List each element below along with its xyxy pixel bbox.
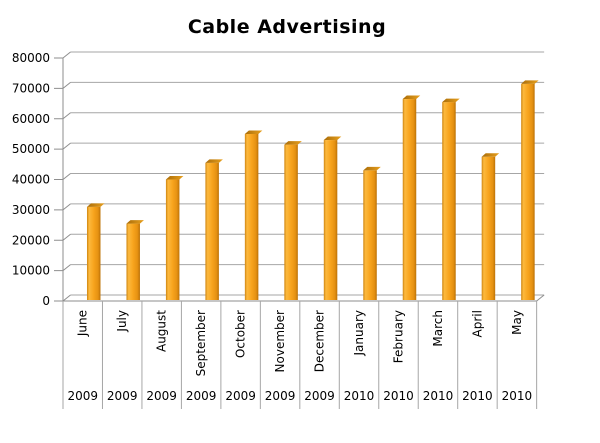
bar-july-top-face — [126, 220, 144, 224]
bar-march-top-face — [442, 98, 460, 103]
axis-layer — [62, 58, 545, 409]
bar-april-top-face — [481, 153, 500, 157]
year-label: 2009 — [146, 389, 177, 403]
bar-november — [284, 144, 298, 300]
y-axis-tick-label: 80000 — [12, 51, 50, 65]
gridline-depth-connector — [62, 112, 71, 120]
month-label-september: September — [194, 310, 208, 376]
gridline-depth-connector — [62, 203, 71, 211]
year-label: 2009 — [304, 389, 335, 403]
year-label: 2010 — [502, 389, 533, 403]
y-axis-tick-label: 10000 — [12, 264, 50, 278]
bar-september-top-face — [205, 159, 223, 163]
bar-may-top-face — [521, 80, 539, 84]
month-label-october: October — [234, 310, 248, 358]
month-label-june: June — [76, 310, 90, 337]
bar-february-top-face — [402, 95, 421, 100]
bar-april — [481, 156, 496, 300]
bar-october — [244, 133, 259, 300]
y-axis-tick-label: 70000 — [12, 81, 50, 95]
gridline-depth-connector — [62, 51, 71, 59]
floor-right-corner — [536, 294, 545, 302]
bar-november-top-face — [284, 141, 302, 145]
bar-february — [402, 99, 417, 300]
bar-january — [363, 170, 377, 300]
y-axis-tick-label: 30000 — [12, 203, 50, 217]
month-label-may: May — [510, 310, 524, 335]
year-label: 2010 — [344, 389, 375, 403]
year-label: 2009 — [225, 389, 256, 403]
month-label-august: August — [155, 310, 169, 352]
bar-june — [86, 206, 101, 300]
year-label: 2009 — [186, 389, 217, 403]
gridline-depth-connector — [62, 173, 71, 180]
bar-december — [323, 140, 338, 300]
bar-august-top-face — [165, 176, 184, 180]
year-label: 2009 — [107, 389, 138, 403]
gridline-depth-connector — [62, 294, 71, 302]
year-label: 2009 — [67, 389, 98, 403]
y-axis-tick-label: 50000 — [12, 142, 50, 156]
y-axis-tick-label: 60000 — [12, 112, 50, 126]
bars-layer — [86, 80, 539, 300]
year-label: 2010 — [462, 389, 493, 403]
bar-june-top-face — [86, 203, 105, 207]
chart-title: Cable Advertising — [188, 16, 386, 38]
bar-january-top-face — [363, 166, 381, 171]
month-label-february: February — [391, 310, 405, 363]
bar-march — [442, 102, 456, 300]
month-label-january: January — [352, 310, 366, 357]
gridline-depth-connector — [62, 233, 71, 241]
bar-october-top-face — [244, 130, 263, 134]
y-axis-tick-label: 40000 — [12, 173, 50, 187]
month-label-march: March — [431, 310, 445, 347]
month-label-december: December — [313, 310, 327, 372]
gridline-depth-connector — [62, 264, 71, 272]
year-label: 2010 — [383, 389, 414, 403]
month-label-april: April — [470, 310, 484, 337]
month-label-november: November — [273, 310, 287, 372]
bar-september — [205, 162, 219, 300]
axis-labels-layer: 0 10000 20000 30000 40000 50000 60000 70000 8000… — [12, 51, 532, 403]
y-axis-tick-label: 0 — [42, 294, 50, 308]
year-label: 2009 — [265, 389, 296, 403]
bar-may — [521, 83, 535, 300]
year-label: 2010 — [423, 389, 454, 403]
y-axis-tick-label: 20000 — [12, 233, 50, 247]
grid-layer — [54, 51, 545, 302]
bar-december-top-face — [323, 136, 342, 141]
month-label-july: July — [115, 310, 129, 333]
bar-august — [165, 179, 180, 300]
gridline-depth-connector — [62, 142, 71, 150]
gridline-depth-connector — [62, 81, 71, 89]
bar-july — [126, 223, 140, 300]
